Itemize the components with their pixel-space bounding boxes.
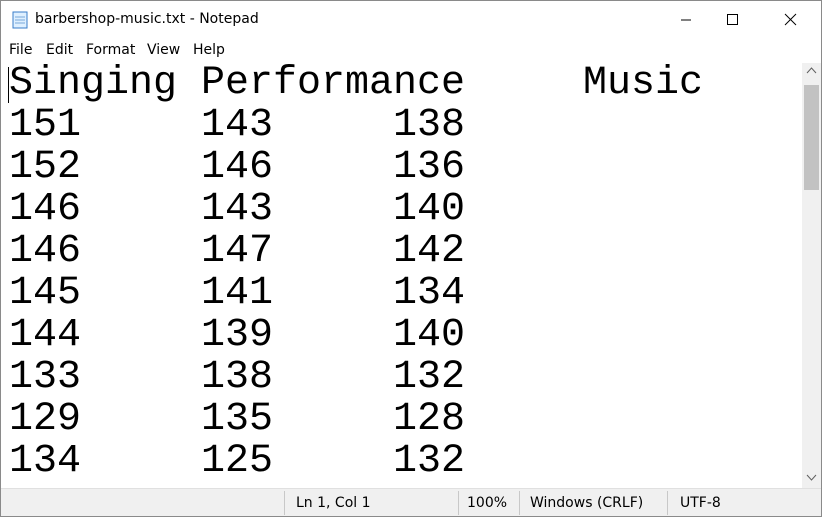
separator	[519, 491, 520, 515]
value-text: 128	[393, 397, 466, 442]
vertical-scrollbar[interactable]	[802, 63, 821, 488]
value-text: 145	[9, 271, 82, 316]
value-text: 132	[393, 355, 466, 400]
separator	[667, 491, 668, 515]
separator	[284, 491, 285, 515]
value-text: 146	[9, 229, 82, 274]
value-text: 143	[201, 103, 274, 148]
value-text: 142	[393, 229, 466, 274]
value-text: 134	[9, 439, 82, 484]
line-ending: Windows (CRLF)	[530, 495, 644, 511]
text-line: 146 147 142	[1, 231, 801, 273]
value-text: 147	[201, 229, 274, 274]
text-line: 151 143 138	[1, 105, 801, 147]
zoom-level: 100%	[467, 495, 508, 511]
value-text: 139	[201, 313, 274, 358]
text-line: 152 146 136	[1, 147, 801, 189]
value-text: 146	[201, 145, 274, 190]
menu-item[interactable]: Edit	[46, 42, 74, 58]
menu-item[interactable]: View	[147, 42, 181, 58]
text-line: 144 139 140	[1, 315, 801, 357]
menu-bar: File Edit Format View Help	[1, 39, 821, 63]
value-text: 135	[201, 397, 274, 442]
text-line: 133 138 132	[1, 357, 801, 399]
close-button[interactable]	[767, 1, 813, 39]
menu-item[interactable]: File	[9, 42, 33, 58]
app-icon	[12, 11, 28, 29]
value-text: 140	[393, 187, 466, 232]
value-text: 129	[9, 397, 82, 442]
maximize-button[interactable]	[709, 1, 755, 39]
text-line: 146 143 140	[1, 189, 801, 231]
text-line: Singing Performance Music	[1, 63, 801, 105]
value-text: 143	[201, 187, 274, 232]
value-text: 133	[9, 355, 82, 400]
value-text: 136	[393, 145, 466, 190]
text-line: 129 135 128	[1, 399, 801, 441]
window-title: barbershop-music.txt - Notepad	[35, 11, 259, 27]
separator	[458, 491, 459, 515]
text-line: 145 141 134	[1, 273, 801, 315]
value-text: 146	[9, 187, 82, 232]
menu-item[interactable]: Format	[86, 42, 136, 58]
encoding: UTF-8	[680, 495, 721, 511]
text-line: 134 125 132	[1, 441, 801, 483]
value-text: 132	[393, 439, 466, 484]
header-text: Performance	[201, 63, 466, 106]
caret	[8, 67, 9, 103]
value-text: 138	[393, 103, 466, 148]
menu-item[interactable]: Help	[193, 42, 225, 58]
status-bar: Ln 1, Col 1 100% Windows (CRLF) UTF-8	[1, 488, 821, 516]
value-text: 140	[393, 313, 466, 358]
cursor-position: Ln 1, Col 1	[296, 495, 371, 511]
header-text: Music	[583, 63, 704, 106]
title-bar: barbershop-music.txt - Notepad	[1, 1, 821, 39]
value-text: 138	[201, 355, 274, 400]
value-text: 144	[9, 313, 82, 358]
value-text: 151	[9, 103, 82, 148]
value-text: 125	[201, 439, 274, 484]
text-area[interactable]: Singing Performance Music 151 143 138 152 146 13…	[1, 63, 801, 488]
minimize-button[interactable]	[663, 1, 709, 39]
header-text: Singing	[9, 63, 178, 106]
value-text: 134	[393, 271, 466, 316]
value-text: 141	[201, 271, 274, 316]
value-text: 152	[9, 145, 82, 190]
